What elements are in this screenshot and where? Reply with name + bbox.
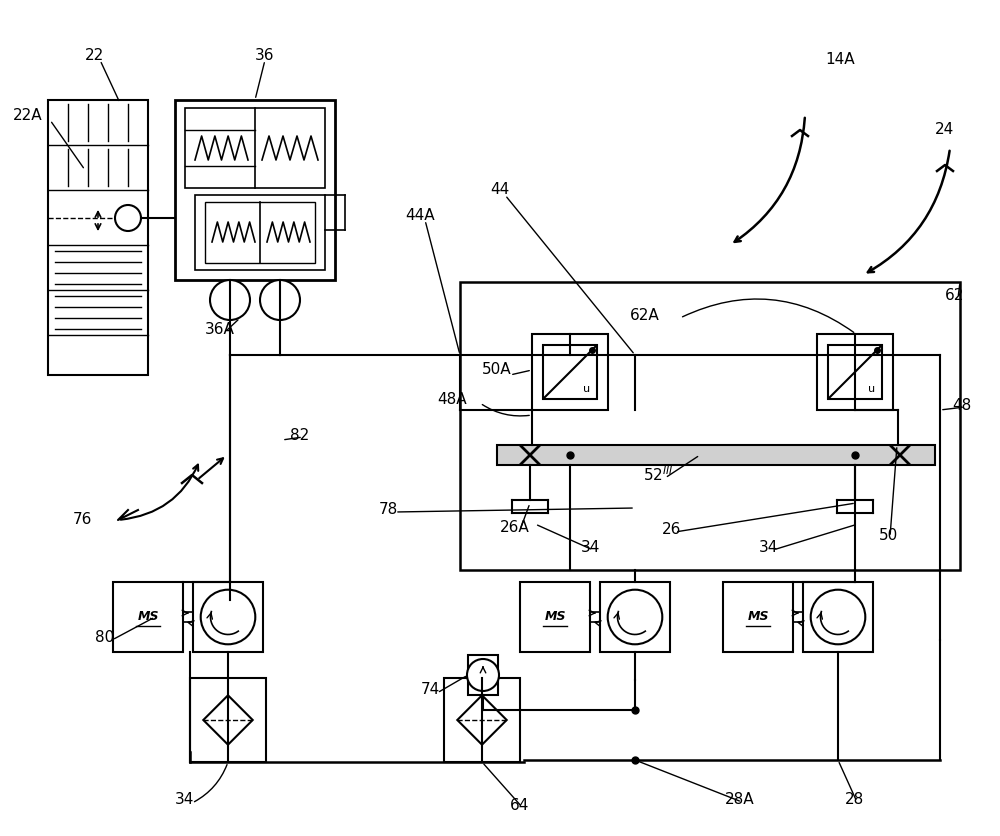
Text: $52^{III}$: $52^{III}$ bbox=[643, 466, 673, 484]
Text: 64: 64 bbox=[510, 798, 530, 813]
Text: 62: 62 bbox=[945, 288, 965, 303]
Text: u: u bbox=[583, 384, 590, 394]
Text: 26: 26 bbox=[662, 522, 682, 538]
Text: 26A: 26A bbox=[500, 521, 530, 536]
Text: 50: 50 bbox=[878, 528, 898, 543]
Text: 62A: 62A bbox=[630, 308, 660, 323]
Bar bbox=[520, 582, 590, 652]
Text: 50A: 50A bbox=[482, 363, 512, 378]
Bar bbox=[497, 445, 935, 465]
Bar bbox=[195, 195, 325, 270]
Circle shape bbox=[201, 589, 255, 645]
Circle shape bbox=[467, 659, 499, 691]
Text: 48A: 48A bbox=[437, 392, 467, 407]
Bar bbox=[205, 202, 315, 263]
Text: 44: 44 bbox=[490, 182, 510, 197]
Circle shape bbox=[260, 280, 300, 320]
Text: 28: 28 bbox=[845, 793, 865, 808]
Bar bbox=[460, 282, 960, 570]
Bar bbox=[190, 678, 266, 762]
Text: 76: 76 bbox=[72, 512, 92, 528]
Text: u: u bbox=[868, 384, 875, 394]
Text: 82: 82 bbox=[290, 427, 310, 442]
Circle shape bbox=[115, 205, 141, 231]
Bar bbox=[175, 100, 335, 280]
Text: 36A: 36A bbox=[205, 323, 235, 338]
Text: 80: 80 bbox=[95, 630, 115, 645]
Bar bbox=[723, 582, 793, 652]
Bar bbox=[185, 108, 325, 188]
Circle shape bbox=[811, 589, 865, 645]
Bar bbox=[113, 582, 183, 652]
Text: MS: MS bbox=[544, 610, 566, 624]
Text: MS: MS bbox=[137, 610, 159, 624]
Bar bbox=[48, 100, 148, 375]
Text: 78: 78 bbox=[378, 502, 398, 517]
Text: 36: 36 bbox=[255, 48, 275, 63]
Text: 34: 34 bbox=[580, 541, 600, 555]
Bar bbox=[543, 345, 597, 399]
Bar bbox=[828, 345, 882, 399]
Text: 24: 24 bbox=[935, 123, 955, 137]
Text: 34: 34 bbox=[175, 793, 195, 808]
Text: 28A: 28A bbox=[725, 793, 755, 808]
Circle shape bbox=[608, 589, 662, 645]
Text: 22: 22 bbox=[85, 48, 105, 63]
Text: 34: 34 bbox=[758, 541, 778, 555]
Bar bbox=[817, 334, 893, 410]
Bar bbox=[444, 678, 520, 762]
Text: 74: 74 bbox=[420, 682, 440, 697]
Text: MS: MS bbox=[747, 610, 769, 624]
Bar bbox=[193, 582, 263, 652]
Text: 14A: 14A bbox=[825, 53, 855, 68]
Bar bbox=[468, 655, 498, 695]
Text: 22A: 22A bbox=[13, 108, 43, 123]
Bar bbox=[600, 582, 670, 652]
Text: 48: 48 bbox=[952, 397, 972, 412]
Circle shape bbox=[210, 280, 250, 320]
Bar bbox=[803, 582, 873, 652]
Bar bbox=[532, 334, 608, 410]
Text: 44A: 44A bbox=[405, 207, 435, 222]
